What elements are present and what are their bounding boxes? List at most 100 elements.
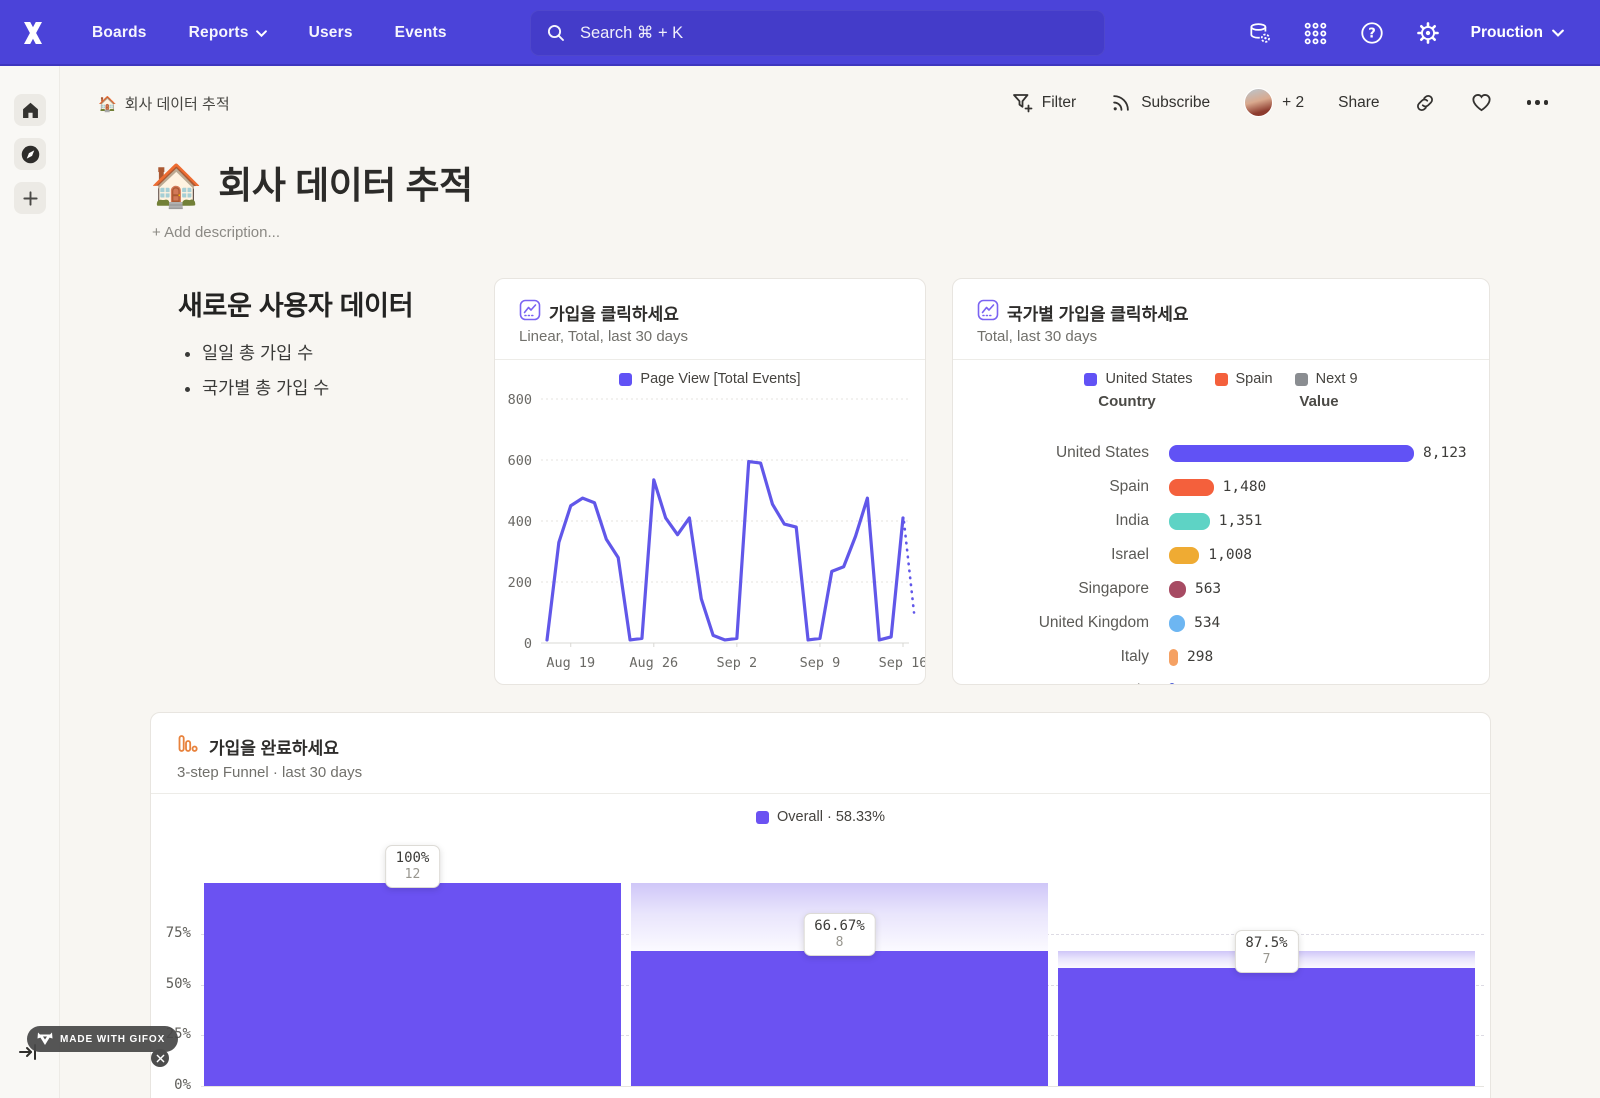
legend-swatch [756, 810, 769, 824]
nav-item-reports[interactable]: Reports [189, 24, 267, 42]
breadcrumb-label: 회사 데이터 추적 [124, 96, 230, 113]
more-options-button[interactable] [1526, 100, 1548, 105]
bar-chart-legend: United States Spain Next 9 [953, 371, 1489, 387]
step-conversion-pct: 100% [395, 850, 430, 866]
step-conversion-pct: 66.67% [814, 917, 865, 934]
legend-swatch [619, 372, 633, 386]
country-bar[interactable] [1169, 580, 1186, 598]
step-count: 12 [404, 867, 421, 882]
legend-item[interactable]: Overall · 58.33% [756, 809, 885, 825]
country-row[interactable]: United States 8,123 [953, 436, 1489, 470]
funnel-chart-card[interactable]: 가입을 완료하세요 3-step Funnel · last 30 days O… [150, 712, 1491, 1098]
country-bar[interactable] [1169, 512, 1210, 530]
members-group[interactable]: + 2 [1244, 88, 1304, 117]
country-label: United States [1055, 444, 1149, 461]
nav-item-users[interactable]: Users [309, 24, 353, 42]
search-icon [547, 24, 564, 41]
country-label: Singapore [1078, 580, 1149, 597]
favorite-button[interactable] [1470, 91, 1493, 114]
svg-text:Aug 19: Aug 19 [546, 655, 595, 671]
nav-item-boards[interactable]: Boards [92, 24, 147, 42]
share-label: Share [1338, 93, 1380, 111]
search-input[interactable]: Search ⌘ + K [530, 10, 1105, 56]
close-badge-button[interactable] [151, 1049, 169, 1067]
subscribe-label: Subscribe [1141, 93, 1211, 111]
gifox-watermark: MADE WITH GIFOX [27, 1026, 179, 1052]
step-count: 7 [1262, 951, 1271, 967]
ellipsis-icon [1535, 100, 1540, 105]
country-row[interactable]: United Kingdom 534 [953, 606, 1489, 640]
legend-label: United States [1105, 371, 1193, 387]
funnel-step-label: 66.67% 8 [803, 912, 876, 956]
country-value: 534 [1194, 615, 1221, 631]
line-chart[interactable]: 0 200 400 600 800 Aug 19 Aug 26 Sep 2 Sep 9 Sep 1… [495, 391, 926, 685]
country-row[interactable]: India 1,351 [953, 504, 1489, 538]
country-row[interactable]: Israel 1,008 [953, 538, 1489, 572]
country-row[interactable]: Singapore 563 [953, 572, 1489, 606]
home-button[interactable] [14, 94, 46, 126]
country-bar[interactable] [1169, 444, 1414, 462]
legend-item[interactable]: Next 9 [1294, 371, 1358, 387]
page-title[interactable]: 회사 데이터 추적 [218, 165, 473, 206]
country-row[interactable]: Canada [953, 674, 1489, 684]
share-button[interactable]: Share [1338, 94, 1379, 112]
country-bar[interactable] [1169, 648, 1178, 666]
line-card-subtitle: Linear, Total, last 30 days [519, 328, 688, 345]
funnel-step-bar[interactable] [631, 950, 1048, 1086]
svg-text:0: 0 [524, 636, 532, 652]
legend-label: Overall · 58.33% [777, 809, 885, 825]
country-bar[interactable] [1169, 478, 1214, 496]
country-bar-card[interactable]: 국가별 가입을 클릭하세요 Total, last 30 days United… [952, 278, 1490, 685]
search-placeholder: Search ⌘ + K [580, 24, 684, 42]
funnel-card-subtitle: 3-step Funnel · last 30 days [177, 764, 363, 781]
avatar [1244, 88, 1274, 117]
left-sidebar [0, 66, 60, 1098]
close-icon [156, 1054, 164, 1062]
settings-gear-icon[interactable] [1415, 20, 1441, 46]
funnel-step-bar[interactable] [1058, 967, 1475, 1086]
filter-button[interactable]: Filter [1011, 91, 1076, 114]
data-management-icon[interactable] [1247, 20, 1273, 46]
top-navigation: Boards Reports Users Events Search ⌘ + K [0, 0, 1600, 66]
nav-item-events[interactable]: Events [395, 24, 447, 42]
legend-item[interactable]: Page View [Total Events] [619, 371, 801, 387]
svg-text:Aug 26: Aug 26 [629, 655, 678, 671]
funnel-card-title: 가입을 완료하세요 [209, 739, 339, 758]
y-axis-tick: 0% [174, 1077, 191, 1093]
step-count: 8 [835, 934, 844, 950]
insights-report-icon [977, 299, 999, 326]
country-bar-list: United States 8,123 Spain 1,480 India 1,351 Is… [953, 436, 1489, 684]
filter-label: Filter [1041, 93, 1077, 111]
country-row[interactable]: Spain 1,480 [953, 470, 1489, 504]
apps-grid-icon[interactable] [1303, 20, 1329, 46]
project-switcher[interactable]: Prouction [1471, 24, 1564, 42]
y-axis-tick: 50% [165, 975, 191, 992]
country-value: 1,351 [1218, 513, 1263, 529]
mixpanel-logo[interactable] [16, 16, 50, 50]
discover-button[interactable] [14, 138, 46, 170]
divider [495, 359, 925, 360]
country-bar[interactable] [1169, 682, 1175, 684]
country-row[interactable]: Italy 298 [953, 640, 1489, 674]
legend-swatch [1294, 372, 1308, 386]
country-bar[interactable] [1169, 614, 1186, 632]
funnel-step-bar[interactable] [204, 883, 621, 1086]
subscribe-button[interactable]: Subscribe [1110, 92, 1210, 114]
funnel-chart[interactable]: 75% 50% 25% 0% 100% 12 66.67% 8 87.5% 7 [151, 713, 1490, 1098]
breadcrumb[interactable]: 🏠 회사 데이터 추적 [98, 93, 230, 114]
line-chart-card[interactable]: 가입을 클릭하세요 Linear, Total, last 30 days Pa… [494, 278, 926, 685]
country-bar[interactable] [1169, 546, 1200, 564]
bar-card-subtitle: Total, last 30 days [977, 328, 1098, 345]
funnel-legend: Overall · 58.33% [151, 809, 1490, 825]
legend-item[interactable]: United States [1084, 371, 1193, 387]
country-value: 298 [1186, 649, 1214, 665]
board-title-row: 🏠 회사 데이터 추적 [150, 163, 473, 209]
help-icon[interactable]: ? [1359, 20, 1385, 46]
filter-funnel-icon [1012, 94, 1033, 113]
svg-text:Sep 9: Sep 9 [800, 655, 841, 671]
board-emoji-icon: 🏠 [98, 95, 117, 113]
create-new-button[interactable] [14, 182, 46, 214]
legend-item[interactable]: Spain [1214, 371, 1273, 387]
copy-link-button[interactable] [1414, 92, 1436, 114]
add-description-button[interactable]: + Add description... [152, 224, 280, 241]
